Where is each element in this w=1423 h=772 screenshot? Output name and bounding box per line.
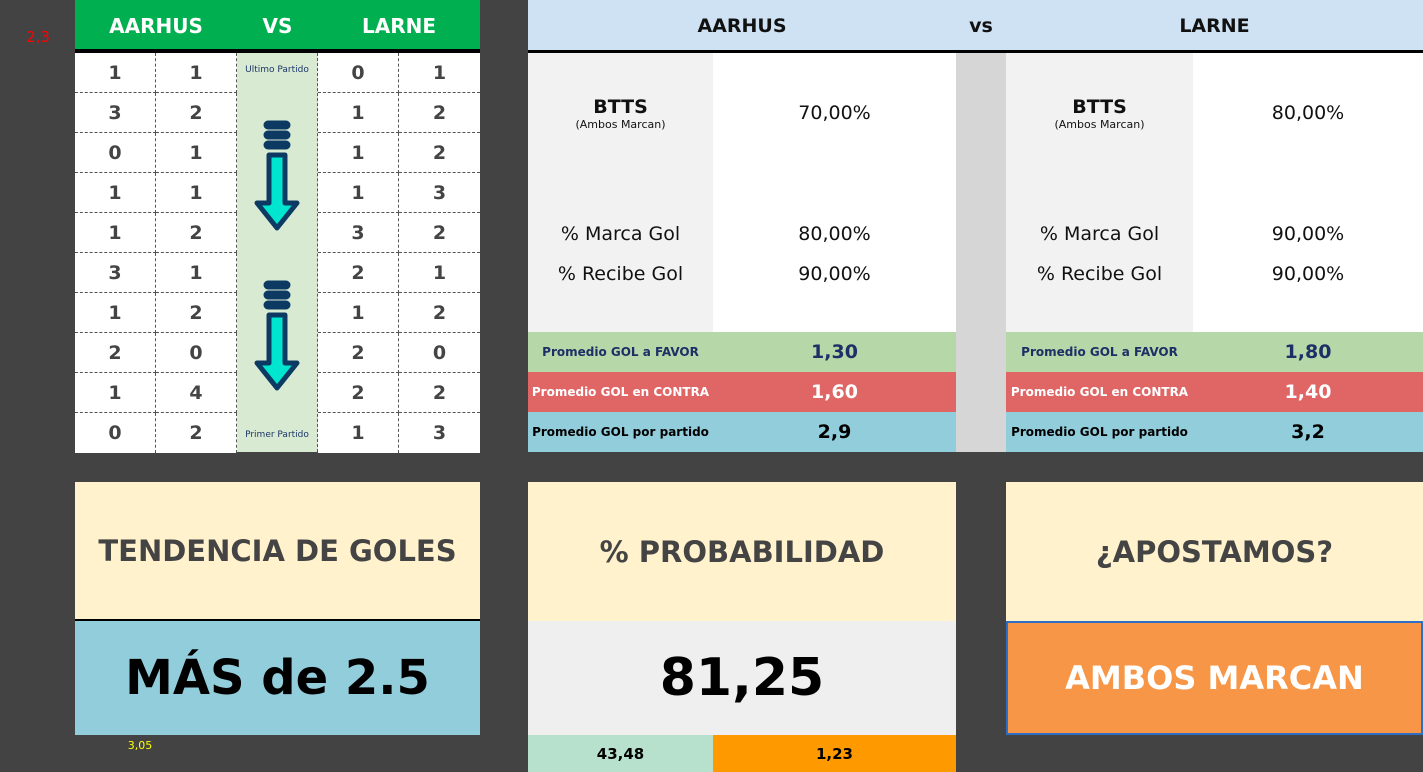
score-cell: 2 bbox=[156, 93, 237, 133]
score-cell: 3 bbox=[399, 173, 480, 213]
score-cell: 1 bbox=[156, 253, 237, 293]
score-cell: 0 bbox=[399, 333, 480, 373]
last-match-label: Ultimo Partido bbox=[245, 65, 309, 75]
btts-title: BTTS bbox=[1072, 95, 1127, 118]
score-cell: 2 bbox=[156, 293, 237, 333]
score-cell: 1 bbox=[156, 173, 237, 213]
btts-label: BTTS (Ambos Marcan) bbox=[1006, 88, 1193, 138]
home-team-title: AARHUS bbox=[528, 0, 956, 51]
score-cell: 3 bbox=[318, 213, 399, 253]
score-cell: 1 bbox=[318, 173, 399, 213]
contra-label: Promedio GOL en CONTRA bbox=[528, 372, 713, 412]
vs-header: VS bbox=[237, 0, 318, 51]
score-cell: 1 bbox=[75, 373, 156, 413]
btts-title: BTTS bbox=[593, 95, 648, 118]
separator bbox=[956, 53, 1006, 452]
partido-value: 3,2 bbox=[1193, 412, 1423, 452]
divider bbox=[528, 50, 1423, 53]
tendencia-note: 3,05 bbox=[127, 738, 153, 752]
btts-value: 70,00% bbox=[798, 102, 871, 124]
divider bbox=[75, 49, 480, 53]
recibe-gol-value: 90,00% bbox=[798, 263, 871, 285]
corner-value: 2,3 bbox=[26, 28, 50, 46]
score-cell: 1 bbox=[318, 133, 399, 173]
vs-title: vs bbox=[956, 0, 1006, 51]
recibe-gol-label: % Recibe Gol bbox=[1036, 263, 1163, 285]
favor-value: 1,80 bbox=[1193, 332, 1423, 372]
favor-label: Promedio GOL a FAVOR bbox=[528, 332, 713, 372]
probability-sub-2: 1,23 bbox=[713, 735, 956, 772]
home-team-header: AARHUS bbox=[75, 0, 237, 51]
score-cell: 1 bbox=[318, 413, 399, 453]
score-cell: 1 bbox=[318, 293, 399, 333]
score-cell: 1 bbox=[75, 53, 156, 93]
score-cell: 0 bbox=[75, 133, 156, 173]
score-cell: 1 bbox=[75, 293, 156, 333]
partido-label: Promedio GOL por partido bbox=[528, 412, 713, 452]
btts-subtitle: (Ambos Marcan) bbox=[1054, 117, 1145, 131]
score-cell: 2 bbox=[399, 293, 480, 333]
marca-gol-label: % Marca Gol bbox=[560, 223, 681, 245]
label-column bbox=[1006, 53, 1193, 332]
score-cell: 1 bbox=[399, 53, 480, 93]
btts-subtitle: (Ambos Marcan) bbox=[575, 117, 666, 131]
probability-title: % PROBABILIDAD bbox=[528, 482, 956, 621]
marca-gol-label: % Marca Gol bbox=[1039, 223, 1160, 245]
away-team-header: LARNE bbox=[318, 0, 480, 51]
partido-label: Promedio GOL por partido bbox=[1006, 412, 1193, 452]
value-column bbox=[713, 53, 956, 332]
score-cell: 2 bbox=[318, 333, 399, 373]
tendencia-value: MÁS de 2.5 bbox=[75, 621, 480, 735]
score-cell: 1 bbox=[318, 93, 399, 133]
score-cell: 2 bbox=[399, 93, 480, 133]
score-cell: 2 bbox=[156, 213, 237, 253]
score-cell: 0 bbox=[156, 333, 237, 373]
bet-title: ¿APOSTAMOS? bbox=[1006, 482, 1423, 621]
score-cell: 2 bbox=[318, 253, 399, 293]
first-match-label: Primer Partido bbox=[245, 430, 309, 440]
score-cell: 1 bbox=[399, 253, 480, 293]
score-cell: 2 bbox=[399, 373, 480, 413]
contra-value: 1,40 bbox=[1193, 372, 1423, 412]
score-cell: 1 bbox=[75, 173, 156, 213]
score-cell: 3 bbox=[75, 253, 156, 293]
recibe-gol-value: 90,00% bbox=[1271, 263, 1345, 285]
value-column bbox=[1193, 53, 1423, 332]
favor-value: 1,30 bbox=[713, 332, 956, 372]
marca-gol-value: 90,00% bbox=[1271, 223, 1345, 245]
bet-value[interactable]: AMBOS MARCAN bbox=[1006, 621, 1423, 735]
contra-label: Promedio GOL en CONTRA bbox=[1006, 372, 1193, 412]
score-cell: 1 bbox=[156, 133, 237, 173]
favor-label: Promedio GOL a FAVOR bbox=[1006, 332, 1193, 372]
score-cell: 1 bbox=[75, 213, 156, 253]
tendencia-title: TENDENCIA DE GOLES bbox=[75, 482, 480, 621]
recibe-gol-label: % Recibe Gol bbox=[557, 263, 684, 285]
score-cell: 2 bbox=[399, 213, 480, 253]
btts-label: BTTS (Ambos Marcan) bbox=[528, 88, 713, 138]
score-cell: 2 bbox=[318, 373, 399, 413]
score-cell: 0 bbox=[75, 413, 156, 453]
label-column bbox=[528, 53, 713, 332]
score-cell: 4 bbox=[156, 373, 237, 413]
contra-value: 1,60 bbox=[713, 372, 956, 412]
score-cell: 0 bbox=[318, 53, 399, 93]
score-cell: 2 bbox=[156, 413, 237, 453]
score-cell: 1 bbox=[156, 53, 237, 93]
score-cell: 3 bbox=[399, 413, 480, 453]
score-cell: 3 bbox=[75, 93, 156, 133]
probability-value: 81,25 bbox=[528, 621, 956, 735]
order-column: Ultimo Partido Primer Partido bbox=[237, 53, 318, 452]
score-cell: 2 bbox=[399, 133, 480, 173]
score-cell: 2 bbox=[75, 333, 156, 373]
away-team-title: LARNE bbox=[1006, 0, 1423, 51]
btts-value: 80,00% bbox=[1271, 102, 1345, 124]
probability-sub-1: 43,48 bbox=[528, 735, 713, 772]
arrow-down-icon bbox=[254, 120, 300, 390]
partido-value: 2,9 bbox=[713, 412, 956, 452]
marca-gol-value: 80,00% bbox=[798, 223, 871, 245]
